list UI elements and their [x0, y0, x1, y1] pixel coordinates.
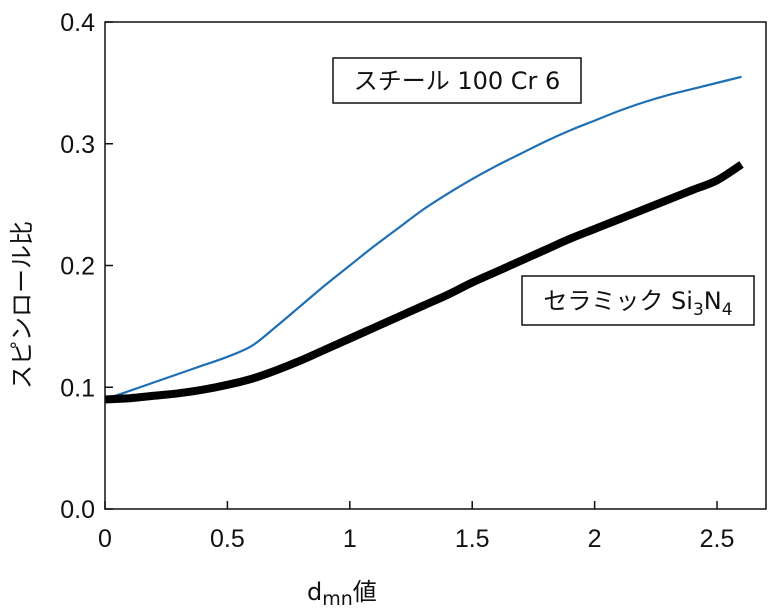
- x-tick-label: 0.5: [210, 525, 245, 553]
- legend-steel-label: スチール 100 Cr 6: [354, 67, 561, 95]
- y-tick-label: 0.4: [60, 9, 95, 37]
- y-tick-label: 0.2: [60, 253, 95, 281]
- x-axis-title-suffix: 値: [353, 578, 377, 606]
- y-tick-label: 0.0: [60, 496, 95, 524]
- y-tick-label: 0.3: [60, 131, 95, 159]
- x-axis-title-sub: mn: [322, 588, 353, 610]
- legend-ceramic-label: セラミック Si3N4: [543, 287, 732, 320]
- x-tick-label: 2: [588, 525, 602, 553]
- x-tick-label: 2.5: [700, 525, 735, 553]
- y-tick-label: 0.1: [60, 374, 95, 402]
- legend-ceramic: セラミック Si3N4: [521, 275, 755, 326]
- legend-steel: スチール 100 Cr 6: [332, 57, 582, 104]
- legend-steel-box: [332, 57, 582, 104]
- x-tick-label: 1.5: [455, 525, 490, 553]
- series-line-ceramic: [104, 161, 744, 404]
- y-axis-title: スピンロール比: [8, 221, 36, 389]
- series-line-steel: [104, 75, 742, 401]
- plot-frame: [104, 21, 767, 510]
- x-axis-title: dmn値: [307, 578, 377, 610]
- x-tick-label: 0: [98, 525, 112, 553]
- legend-ceramic-box: [521, 275, 755, 326]
- x-axis-title-main: d: [307, 578, 322, 606]
- x-tick-label: 1: [343, 525, 357, 553]
